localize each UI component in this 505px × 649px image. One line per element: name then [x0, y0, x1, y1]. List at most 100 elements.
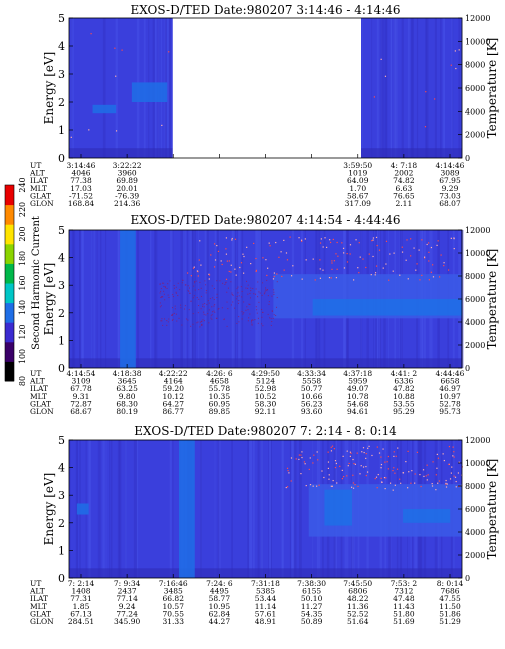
speckle-point — [250, 290, 252, 292]
texture-stripe — [442, 18, 445, 158]
temperature-point — [422, 469, 425, 471]
temperature-point — [322, 269, 324, 271]
table-cell: 11.14 — [255, 602, 277, 611]
table-cell: 77.38 — [70, 176, 92, 185]
temperature-point — [346, 252, 348, 255]
intensity-band — [312, 299, 462, 316]
texture-stripe — [125, 440, 127, 578]
table-row-label: MLT — [30, 392, 47, 401]
temperature-point — [358, 272, 360, 274]
speckle-point — [213, 298, 215, 300]
speckle-point — [270, 324, 272, 326]
temperature-point — [208, 278, 210, 280]
colorbar-tick-label: 80 — [18, 376, 27, 386]
table-cell: 51.64 — [347, 617, 369, 626]
speckle-point — [247, 309, 249, 311]
table-cell: 73.03 — [439, 191, 461, 200]
temperature-point — [312, 485, 314, 487]
temperature-point — [393, 252, 395, 254]
temperature-point — [387, 468, 389, 470]
table-cell: 214.36 — [114, 199, 140, 208]
table-cell: 10.78 — [347, 392, 369, 401]
temperature-point — [443, 265, 445, 267]
table-cell: 10.12 — [163, 392, 185, 401]
temperature-point — [385, 240, 388, 242]
temperature-point — [334, 460, 337, 462]
temperature-point — [352, 474, 354, 476]
table-cell: 70.55 — [163, 609, 185, 618]
speckle-point — [178, 317, 180, 319]
speckle-point — [166, 324, 168, 326]
texture-stripe — [117, 440, 121, 578]
temperature-point — [298, 454, 300, 456]
table-cell: 7:24: 6 — [206, 579, 233, 588]
speckle-point — [185, 318, 187, 320]
temperature-point — [359, 256, 361, 258]
speckle-point — [160, 290, 162, 292]
temperature-point — [368, 445, 370, 447]
temperature-point — [438, 276, 441, 278]
speckle-point — [197, 312, 199, 314]
texture-stripe — [105, 230, 107, 368]
temperature-point — [423, 256, 426, 258]
temperature-point — [234, 238, 237, 240]
texture-stripe — [119, 440, 122, 578]
temperature-point — [213, 243, 216, 245]
y-tick-label: 5 — [58, 434, 65, 447]
temperature-point — [377, 473, 379, 476]
speckle-point — [242, 313, 244, 315]
temperature-point — [298, 237, 300, 239]
table-cell: 4:22:22 — [159, 369, 188, 378]
speckle-point — [225, 282, 227, 284]
table-cell: 67.13 — [70, 609, 92, 618]
speckle-point — [181, 324, 183, 326]
table-cell: 58.67 — [347, 191, 369, 200]
temperature-point — [339, 465, 341, 467]
texture-stripe — [75, 440, 78, 578]
speckle-point — [273, 291, 275, 293]
temperature-point — [286, 486, 289, 488]
speckle-point — [262, 311, 264, 313]
temperature-point — [445, 479, 447, 482]
temperature-point — [381, 481, 383, 483]
texture-stripe — [232, 230, 235, 368]
speckle-point — [214, 304, 216, 306]
texture-stripe — [426, 18, 429, 158]
temperature-point — [399, 478, 401, 480]
speckle-point — [187, 319, 189, 321]
temperature-point — [427, 474, 429, 476]
texture-stripe — [200, 440, 202, 578]
colorbar-swatch — [5, 224, 14, 245]
speckle-point — [271, 321, 273, 323]
speckle-point — [164, 287, 166, 289]
texture-stripe — [255, 230, 258, 368]
table-cell: 11.27 — [301, 602, 323, 611]
speckle-point — [257, 317, 259, 319]
table-cell: 10.57 — [163, 602, 185, 611]
temperature-point — [336, 482, 338, 484]
speckle-point — [172, 294, 174, 296]
table-cell: 8: 0:14 — [437, 579, 464, 588]
y2-tick-label: 0 — [465, 364, 470, 373]
texture-stripe — [187, 230, 188, 368]
temperature-point — [445, 482, 447, 484]
colorbar-swatch — [5, 204, 14, 225]
y2-tick-label: 4000 — [465, 107, 485, 116]
speckle-point — [159, 283, 161, 285]
texture-stripe — [238, 230, 241, 368]
info-table: UT 7: 2:14 7: 9:34 7:16:46 7:24: 6 7:31:18 7:3… — [29, 579, 463, 626]
temperature-point — [295, 458, 297, 460]
y2-axis-label: Temperature [K] — [485, 249, 499, 350]
texture-stripe — [291, 440, 295, 578]
temperature-point — [314, 279, 316, 281]
texture-stripe — [247, 440, 250, 578]
speckle-point — [166, 320, 168, 322]
speckle-point — [219, 280, 221, 282]
speckle-point — [254, 319, 256, 321]
speckle-point — [180, 307, 182, 309]
temperature-point — [268, 242, 270, 244]
speckle-point — [243, 301, 245, 303]
temperature-point — [343, 252, 345, 254]
table-cell: 48.91 — [255, 617, 276, 626]
temperature-point — [287, 470, 289, 472]
